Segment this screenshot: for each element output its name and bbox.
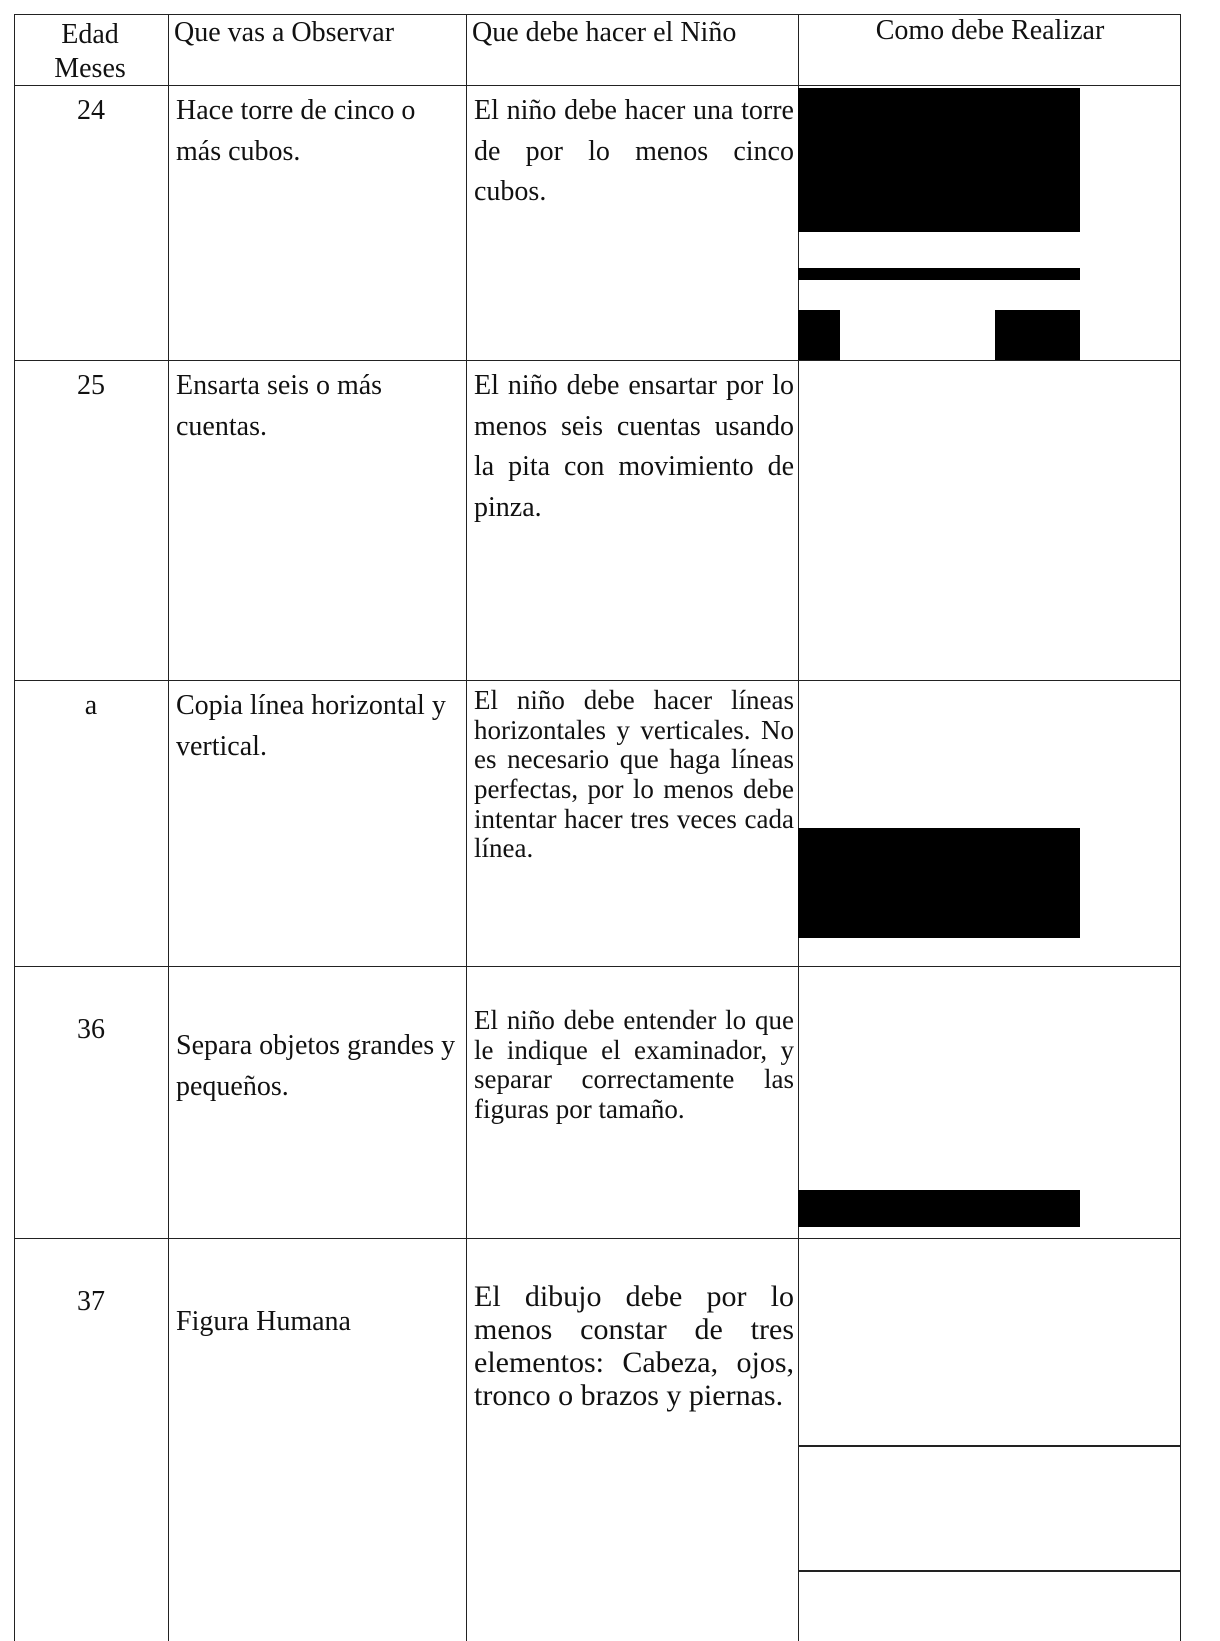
table-cell: [168, 360, 467, 681]
drawing: [798, 88, 1080, 232]
header-cell: Que vas a Observar: [174, 17, 395, 48]
table-cell: [14, 1238, 169, 1641]
age: 25: [77, 370, 105, 401]
observe: Copia línea horizontal y vertical.: [176, 690, 446, 762]
task: El dibujo debe por lo menos constar de t…: [474, 1280, 794, 1412]
table-cell: [798, 14, 1181, 86]
drawing: [798, 310, 840, 360]
drawing-line: [798, 1445, 1180, 1447]
table-cell: [798, 1238, 1181, 1641]
table-cell: [168, 1238, 467, 1641]
table-cell: [466, 1238, 799, 1641]
drawing: [798, 268, 1080, 280]
age: 37: [77, 1286, 105, 1317]
table-cell: [466, 14, 799, 86]
table-cell: [14, 85, 169, 361]
table-cell: [14, 14, 169, 86]
age: 24: [77, 95, 105, 126]
table-cell: [798, 966, 1181, 1239]
observe: Ensarta seis o más cuentas.: [176, 370, 383, 442]
header-cell: Que debe hacer el Niño: [472, 17, 737, 48]
table-cell: [168, 966, 467, 1239]
task: El niño debe ensartar por lo menos seis …: [474, 370, 794, 523]
drawing: [995, 310, 1080, 360]
table-cell: [466, 85, 799, 361]
drawing-line: [798, 1570, 1180, 1572]
table-cell: [466, 360, 799, 681]
table-cell: [798, 360, 1181, 681]
task: El niño debe hacer líneas horizontales y…: [474, 685, 794, 864]
drawing: [798, 1190, 1080, 1227]
header-cell: Edad Meses: [54, 19, 126, 84]
drawing: [798, 828, 1080, 938]
table-cell: [14, 966, 169, 1239]
header-cell: Como debe Realizar: [875, 15, 1105, 46]
observe: Figura Humana: [176, 1306, 351, 1337]
table-cell: [466, 966, 799, 1239]
age: a: [84, 690, 98, 721]
observe: Separa objetos grandes y pequeños.: [176, 1030, 456, 1102]
table-cell: [168, 680, 467, 967]
table-cell: [14, 680, 169, 967]
task: El niño debe hacer una torre de por lo m…: [474, 95, 794, 208]
table-cell: [168, 14, 467, 86]
task: El niño debe entender lo que le indique …: [474, 1005, 794, 1125]
age: 36: [77, 1014, 105, 1045]
table-cell: [14, 360, 169, 681]
table-cell: [798, 680, 1181, 967]
observe: Hace torre de cinco o más cubos.: [176, 95, 416, 167]
table-cell: [168, 85, 467, 361]
table-cell: [466, 680, 799, 967]
